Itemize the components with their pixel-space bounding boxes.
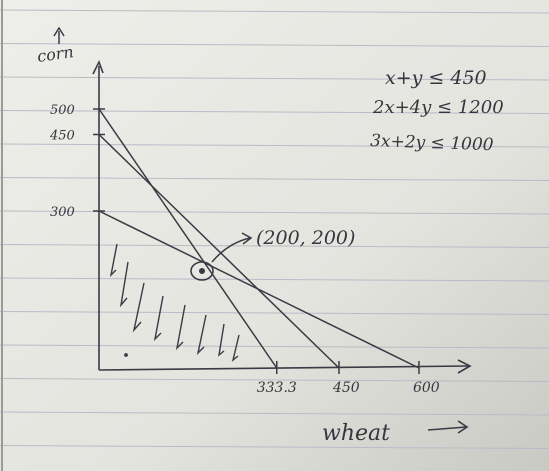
x-axis — [98, 365, 469, 371]
ruled-line — [0, 9, 549, 14]
y-tick-label: 500 — [50, 103, 75, 118]
ruled-line — [0, 378, 549, 382]
optimum-point — [190, 232, 253, 281]
optimum-arrow — [211, 237, 251, 263]
ruled-line — [0, 411, 549, 416]
y-axis-label: corn — [36, 42, 75, 66]
ruled-lines — [0, 9, 549, 449]
hatch-mark — [175, 304, 186, 351]
ruled-line — [0, 277, 549, 282]
constraint-2: 2x+4y ≤ 1200 — [372, 97, 504, 118]
ruled-line — [0, 311, 549, 315]
hatch-mark — [231, 334, 240, 362]
x-tick-label: 600 — [413, 380, 440, 396]
ruled-line — [0, 344, 549, 349]
ruled-line — [0, 143, 549, 148]
constraint-3: 3x+2y ≤ 1000 — [370, 131, 494, 155]
hatch-mark — [109, 243, 118, 278]
hatch-mark — [132, 282, 145, 333]
y-tick-label: 450 — [49, 129, 75, 144]
hatch-mark — [153, 295, 164, 342]
feasible-region-hatching — [109, 243, 240, 362]
optimum-arrowhead — [241, 232, 253, 245]
ruled-line — [0, 110, 549, 114]
constraint-line-3 — [98, 108, 278, 369]
ruled-line — [0, 43, 549, 47]
wheat-arrow-icon — [427, 420, 469, 434]
optimum-dot — [199, 268, 205, 274]
hatch-mark — [218, 323, 225, 357]
y-tick-label: 300 — [50, 205, 75, 220]
y-axis-arrowhead — [92, 59, 104, 75]
x-ticks: 333.3 450 600 — [257, 361, 440, 396]
ruled-line — [0, 177, 549, 181]
ink-dot — [124, 353, 128, 357]
x-tick-label: 450 — [332, 380, 360, 396]
hatch-mark — [196, 314, 207, 356]
constraint-line-2 — [98, 210, 420, 369]
ruled-line — [0, 76, 549, 81]
optimum-circle — [190, 261, 214, 281]
x-tick-label: 333.3 — [257, 380, 297, 396]
constraint-1: x+y ≤ 450 — [385, 67, 487, 89]
axes — [92, 59, 472, 374]
ruled-line — [0, 244, 549, 248]
constraint-lines — [98, 108, 420, 369]
ruled-line — [0, 445, 549, 449]
ruled-line — [0, 210, 549, 215]
hatch-mark — [119, 261, 129, 308]
optimum-label: (200, 200) — [256, 227, 355, 249]
x-axis-arrowhead — [457, 359, 472, 374]
x-axis-label: wheat — [322, 421, 390, 446]
corn-arrow-icon — [53, 26, 65, 44]
constraint-line-1 — [98, 133, 340, 369]
